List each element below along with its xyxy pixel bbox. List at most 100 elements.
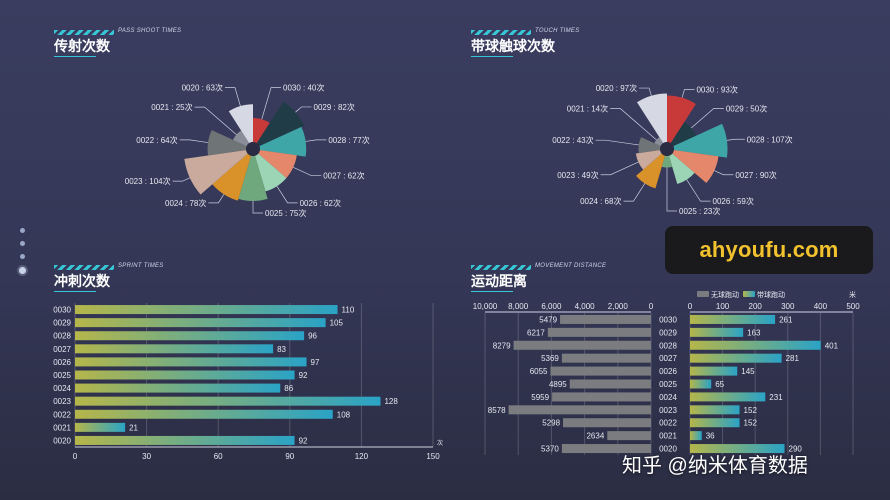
bar-value-label: 163	[747, 328, 761, 337]
legend-label: 无球跑动	[711, 290, 739, 299]
slice-label: 0026 : 62次	[300, 198, 341, 208]
bar-value-label: 86	[284, 384, 293, 393]
label-leader	[595, 139, 639, 146]
title-underline	[471, 56, 513, 57]
slice-label: 0021 : 25次	[151, 102, 192, 112]
x-tick-label: 0	[649, 302, 654, 311]
rose-hole	[660, 142, 674, 156]
x-tick-label: 0	[73, 452, 78, 461]
label-leader	[172, 177, 191, 182]
bar-value-label: 8279	[493, 341, 511, 350]
bar	[75, 305, 338, 315]
rose-slice	[258, 149, 297, 178]
bar-left	[563, 418, 651, 428]
rose-slice	[256, 101, 305, 147]
y-tick-label: 0027	[659, 354, 677, 363]
y-tick-label: 0030	[659, 315, 677, 324]
x-tick-label: 6,000	[541, 302, 562, 311]
x-tick-label: 10,000	[473, 302, 498, 311]
bar-value-label: 290	[789, 445, 803, 454]
label-leader	[293, 167, 322, 176]
y-tick-label: 0023	[659, 406, 677, 415]
x-tick-label: 200	[749, 302, 763, 311]
bar-left	[547, 327, 651, 337]
bar	[75, 318, 326, 328]
bar-value-label: 97	[311, 358, 320, 367]
shoot-rose-chart: 0030 : 40次 0029 : 82次 0028 : 77次 0027 : 62次…	[125, 83, 370, 218]
panel-subtitle: SPRINT TIMES	[118, 263, 164, 269]
bar-value-label: 401	[825, 341, 839, 350]
bar-left	[552, 392, 651, 402]
label-leader	[714, 170, 734, 176]
x-tick-label: 400	[814, 302, 828, 311]
header-stripes	[471, 30, 531, 35]
bar-right	[690, 405, 740, 415]
bar-value-label: 96	[308, 332, 317, 341]
x-unit: 次	[437, 439, 443, 447]
rose-slice	[636, 93, 667, 144]
bar-value-label: 5369	[541, 354, 559, 363]
rose-slice	[254, 153, 287, 192]
sprint-bar-chart: 0 30 60 90 120 150 次 0030 110 0029 105 0028 96 0027 83…	[53, 303, 443, 461]
page-dot[interactable]	[20, 241, 25, 246]
label-leader	[224, 87, 241, 107]
bar-left	[569, 379, 651, 389]
rose-hole	[246, 142, 260, 156]
slice-label: 0029 : 50次	[726, 103, 767, 113]
panel-title: 运动距离	[471, 273, 527, 289]
x-tick-label: 120	[355, 452, 369, 461]
slice-label: 0028 : 77次	[328, 135, 369, 145]
title-underline	[54, 56, 96, 57]
label-leader	[252, 201, 263, 214]
bar-left	[561, 444, 651, 454]
label-leader	[666, 167, 677, 212]
label-leader	[295, 106, 312, 113]
rose-slice	[212, 153, 252, 201]
rose-slice	[667, 95, 696, 144]
y-tick-label: 0023	[53, 397, 71, 406]
label-leader	[261, 87, 282, 120]
panel-title: 冲刺次数	[54, 273, 110, 289]
bar-value-label: 5370	[541, 445, 559, 454]
x-tick-label: 8,000	[508, 302, 529, 311]
page-dot[interactable]	[20, 228, 25, 233]
site-watermark: ahyoufu.com	[665, 226, 873, 274]
label-leader	[194, 106, 237, 135]
y-tick-label: 0025	[53, 371, 71, 380]
distance-butterfly-chart: 无球跑动 带球跑动 10,000 8,000 6,000 4,000 2,000 0 0 100 2…	[473, 290, 860, 455]
rose-slice	[670, 122, 697, 147]
x-tick-label: 2,000	[608, 302, 629, 311]
bar	[75, 435, 295, 445]
slice-label: 0030 : 93次	[696, 85, 737, 95]
slice-label: 0020 : 97次	[596, 83, 637, 93]
x-tick-label: 0	[688, 302, 693, 311]
label-leader	[726, 138, 745, 141]
slice-label: 0022 : 64次	[136, 135, 177, 145]
panel-subtitle: PASS SHOOT TIMES	[118, 28, 182, 34]
bar-right	[690, 314, 776, 324]
page-dot-active[interactable]	[19, 267, 26, 274]
slice-label: 0024 : 78次	[165, 198, 206, 208]
rose-slice	[635, 149, 662, 170]
page-dot[interactable]	[20, 254, 25, 259]
bar-left	[561, 353, 651, 363]
y-tick-label: 0028	[53, 332, 71, 341]
rose-slice	[184, 149, 248, 195]
x-tick-label: 4,000	[575, 302, 596, 311]
bar-value-label: 2634	[586, 432, 604, 441]
y-tick-label: 0025	[659, 380, 677, 389]
rose-slice	[259, 126, 307, 157]
x-tick-label: 100	[716, 302, 730, 311]
bar-right	[690, 353, 782, 363]
bar-value-label: 5298	[542, 419, 560, 428]
y-tick-label: 0021	[53, 423, 71, 432]
rose-slice	[636, 153, 666, 189]
label-leader	[681, 89, 695, 98]
title-underline	[54, 291, 96, 292]
bar	[75, 396, 381, 406]
slice-label: 0025 : 23次	[679, 206, 720, 216]
label-leader	[623, 183, 646, 202]
label-leader	[690, 108, 724, 129]
y-tick-label: 0022	[53, 410, 71, 419]
